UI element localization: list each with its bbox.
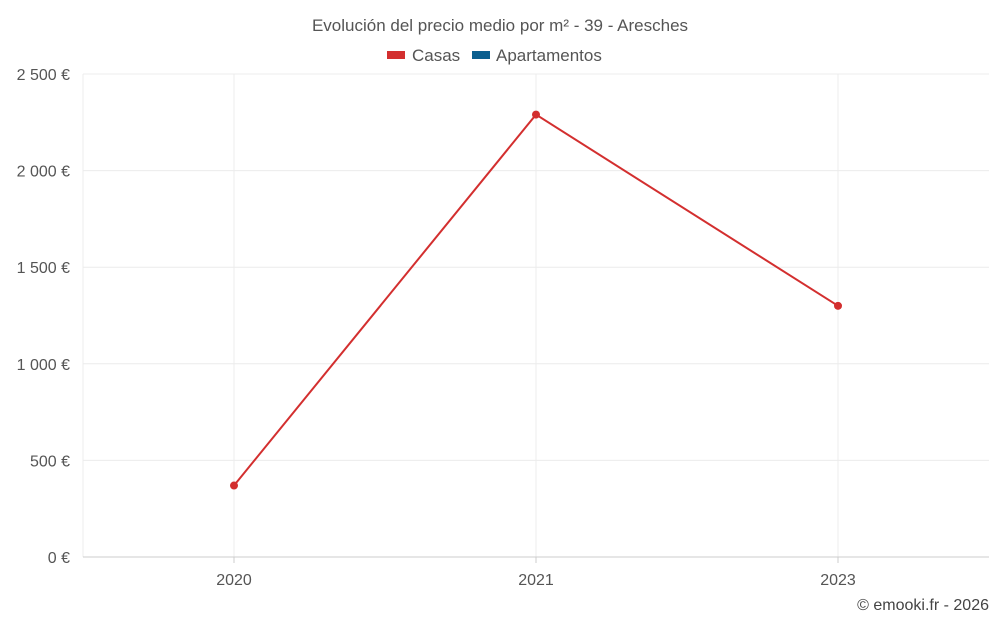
y-tick-label: 500 € (30, 453, 70, 470)
legend-swatch-casas (387, 51, 405, 59)
x-tick-label: 2020 (216, 572, 252, 589)
legend-item-casas[interactable]: Casas (387, 46, 460, 65)
data-point-casas[interactable] (834, 301, 842, 310)
y-tick-label: 0 € (48, 550, 70, 567)
x-tick-labels: 2020 2021 2023 (216, 572, 856, 589)
x-tick-label: 2021 (518, 572, 554, 589)
legend: Casas Apartamentos (387, 46, 602, 65)
y-tick-labels: 0 € 500 € 1 000 € 1 500 € 2 000 € 2 500 € (17, 67, 70, 567)
x-tick-label: 2023 (820, 572, 856, 589)
legend-label-casas: Casas (412, 46, 460, 65)
footer-credit: © emooki.fr - 2026 (857, 597, 989, 614)
data-point-casas[interactable] (532, 110, 540, 119)
data-point-casas[interactable] (230, 481, 238, 490)
y-tick-label: 1 500 € (17, 260, 70, 277)
legend-swatch-apartamentos (472, 51, 490, 59)
chart-title: Evolución del precio medio por m² - 39 -… (312, 16, 688, 35)
legend-item-apartamentos[interactable]: Apartamentos (472, 46, 602, 65)
y-tick-label: 2 500 € (17, 67, 70, 84)
y-tick-label: 1 000 € (17, 357, 70, 374)
y-tick-label: 2 000 € (17, 164, 70, 181)
grid (82, 73, 989, 557)
series-points (230, 110, 842, 490)
axes (83, 556, 989, 563)
legend-label-apartamentos: Apartamentos (496, 46, 602, 65)
